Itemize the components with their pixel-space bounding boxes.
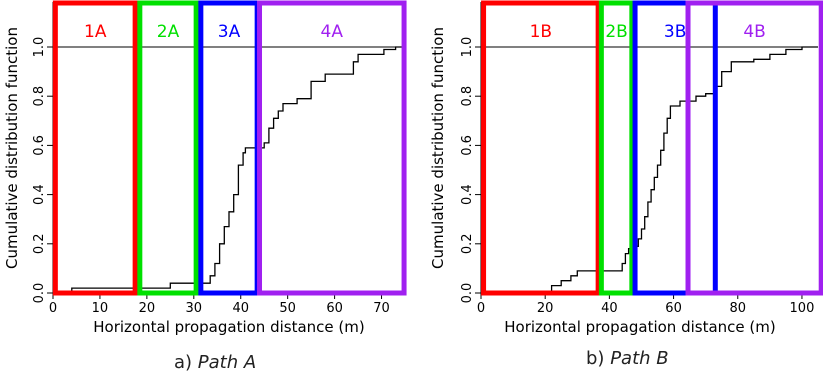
panel-a-x-tick-label: 40 bbox=[232, 301, 249, 316]
panel-a-x-tick-label: 0 bbox=[49, 301, 57, 316]
panel-a-y-tick-label: 1.0 bbox=[32, 37, 47, 58]
panel-b-region-label-4b: 4B bbox=[743, 22, 765, 42]
panel-b-y-axis-label: Cumulative distribution function bbox=[429, 27, 447, 269]
panel-b-y-tick-label: 0.8 bbox=[460, 86, 475, 107]
panel-b-region-label-1b: 1B bbox=[530, 22, 552, 42]
panel-a-y-tick-label: 0.2 bbox=[32, 233, 47, 254]
panel-b-region-2b bbox=[598, 0, 635, 296]
chart-panel-a: 0.0 0.2 0.4 0.6 0.8 1.0 0 10 20 30 40 50 60 70 Horizon… bbox=[3, 0, 407, 336]
panel-a-region-label-3a: 3A bbox=[218, 22, 241, 42]
caption-b-label: b) bbox=[586, 348, 605, 369]
panel-b-region-label-2b: 2B bbox=[605, 22, 627, 42]
panel-a-region-label-2a: 2A bbox=[157, 22, 180, 42]
panel-b-x-tick-label: 100 bbox=[790, 301, 815, 316]
panel-b-region-1b bbox=[481, 0, 601, 296]
chart-panel-b: 0.0 0.2 0.4 0.6 0.8 1.0 0 20 40 60 80 100 Horizontal… bbox=[429, 0, 823, 336]
panel-b-y-tick-label: 0.4 bbox=[460, 184, 475, 205]
panel-a-cdf-line bbox=[53, 46, 405, 294]
panel-a-region-label-1a: 1A bbox=[84, 22, 107, 42]
panel-a-x-tick-label: 70 bbox=[373, 301, 390, 316]
panel-a-region-label-4a: 4A bbox=[321, 22, 344, 42]
panel-a-x-tick-label: 30 bbox=[186, 301, 203, 316]
panel-a-x-tick-label: 60 bbox=[326, 301, 343, 316]
panel-a-region-1a bbox=[52, 0, 138, 296]
panel-b-x-tick-label: 60 bbox=[665, 301, 682, 316]
caption-b: b) Path B bbox=[586, 348, 669, 369]
caption-a: a) Path A bbox=[174, 352, 256, 373]
panel-b-y-tick-label: 0.0 bbox=[460, 283, 475, 304]
panel-b-x-tick-label: 20 bbox=[537, 301, 554, 316]
panel-a-region-4a bbox=[257, 0, 407, 296]
panel-a-y-tick-label: 0.0 bbox=[32, 283, 47, 304]
caption-b-name: Path B bbox=[610, 348, 669, 369]
caption-a-name: Path A bbox=[197, 352, 257, 373]
caption-a-label: a) bbox=[174, 352, 193, 373]
panel-b-y-tick-label: 0.6 bbox=[460, 135, 475, 156]
panel-a-x-tick-label: 50 bbox=[279, 301, 296, 316]
panel-a-x-tick-label: 20 bbox=[139, 301, 156, 316]
panel-b-region-label-3b: 3B bbox=[664, 22, 686, 42]
panel-b-x-tick-label: 0 bbox=[477, 301, 485, 316]
panel-a-y-tick-label: 0.4 bbox=[32, 184, 47, 205]
panel-b-x-axis-label: Horizontal propagation distance (m) bbox=[504, 318, 775, 336]
panel-b-region-4b bbox=[685, 0, 823, 296]
panel-a-y-tick-label: 0.8 bbox=[32, 86, 47, 107]
panel-b-x-tick-label: 40 bbox=[601, 301, 618, 316]
panel-b-cdf-line bbox=[481, 46, 818, 294]
panel-a-y-axis-label: Cumulative distribution function bbox=[3, 27, 21, 269]
panel-a-x-tick-label: 10 bbox=[92, 301, 109, 316]
panel-b-y-tick-label: 1.0 bbox=[460, 37, 475, 58]
panel-b-x-tick-label: 80 bbox=[729, 301, 746, 316]
panel-b-region-3b bbox=[632, 0, 718, 296]
panel-a-region-2a bbox=[137, 0, 199, 296]
panel-a-y-tick-label: 0.6 bbox=[32, 135, 47, 156]
panel-a-x-axis-label: Horizontal propagation distance (m) bbox=[93, 318, 364, 336]
panel-b-y-tick-label: 0.2 bbox=[460, 233, 475, 254]
